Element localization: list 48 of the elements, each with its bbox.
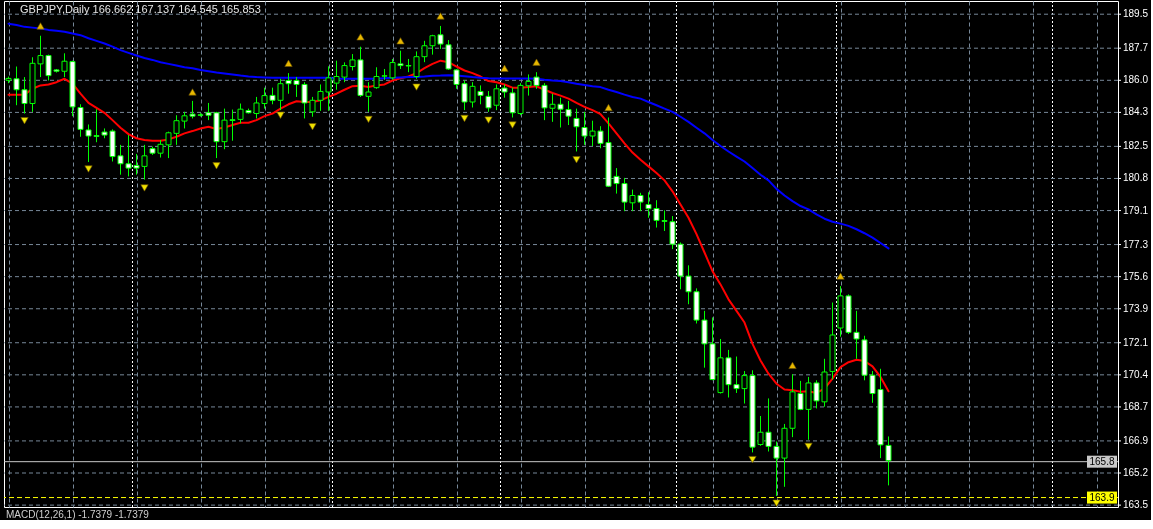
y-tick-label: 189.5 [1123,8,1149,20]
y-tick-label: 173.9 [1123,302,1149,314]
point [604,103,613,111]
y-tick-label: 168.7 [1123,400,1149,412]
point [356,33,365,41]
ref-line-label: 165.8 [1089,455,1115,467]
point [308,123,317,131]
point [364,115,373,123]
y-tick-label: 186.0 [1123,74,1149,86]
y-tick-label: 177.3 [1123,238,1149,250]
point [188,88,197,96]
text: MACD(12,26,1) -1.7379 -1.7379 [6,509,150,520]
point [284,59,293,67]
point [748,456,757,464]
point [836,272,845,280]
point [804,442,813,450]
point [36,22,45,30]
y-tick-label: 187.7 [1123,42,1149,54]
point [572,156,581,164]
point [412,83,421,91]
point [84,165,93,173]
point [508,121,517,129]
chart-title: GBPJPY,Daily 166.662 167.137 164.545 165.853 [20,3,261,15]
point [276,111,285,119]
line-series [7,22,890,250]
point [140,184,149,192]
y-tick-label: 166.9 [1123,434,1149,446]
y-tick-label: 182.5 [1123,140,1149,152]
point [788,361,797,369]
point [20,117,29,125]
point [532,58,541,66]
point [436,12,445,20]
point [460,114,469,122]
y-tick-label: 175.6 [1123,270,1149,282]
point [396,37,405,45]
y-tick-label: 165.2 [1123,467,1149,479]
y-tick-label: 172.1 [1123,336,1149,348]
y-tick-label: 184.3 [1123,106,1149,118]
point [500,64,509,72]
candlestick [573,108,580,152]
y-tick-label: 170.4 [1123,368,1149,380]
point [772,499,781,507]
point [484,116,493,124]
point [212,162,221,170]
y-tick-label: 179.1 [1123,204,1149,216]
y-tick-label: 163.5 [1123,499,1149,511]
y-tick-label: 180.8 [1123,172,1149,184]
ref-line-label: 163.9 [1089,491,1115,503]
